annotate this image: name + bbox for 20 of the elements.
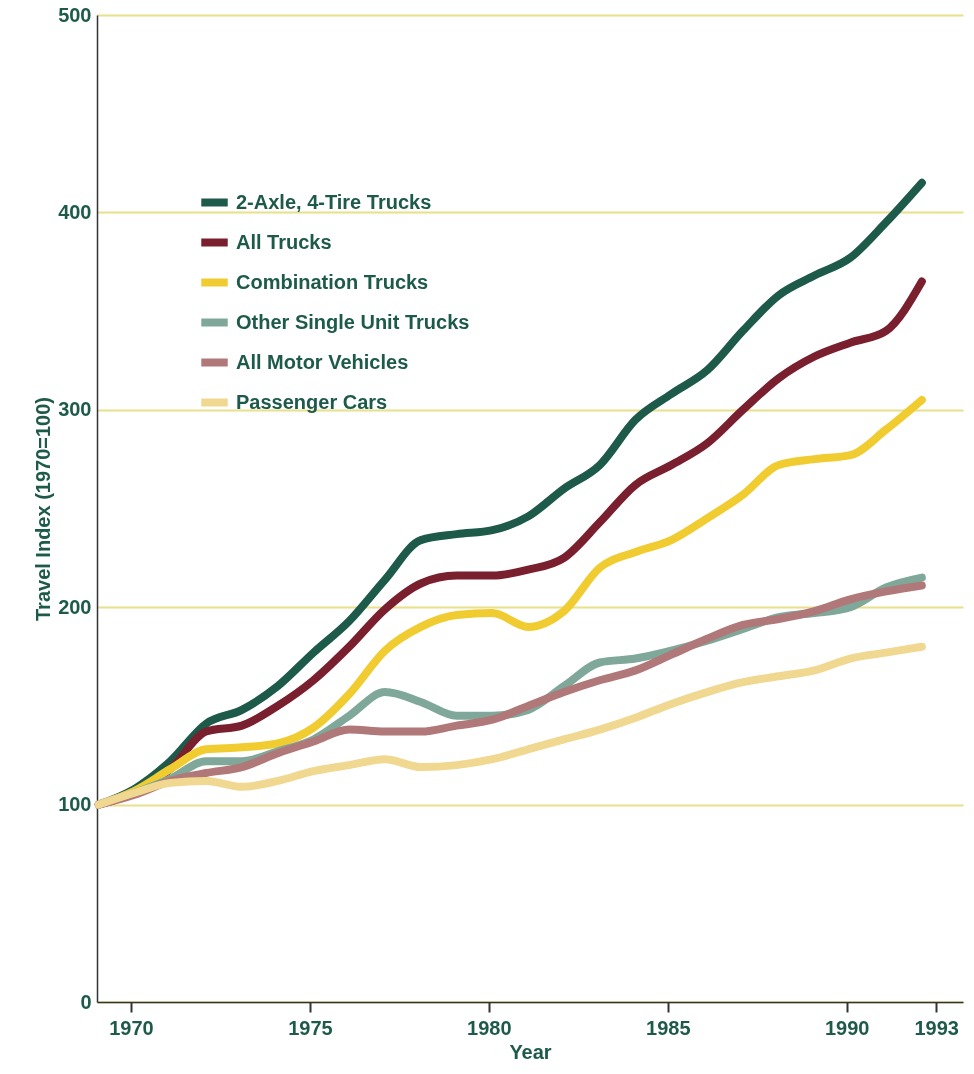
legend-label: Passenger Cars [236, 390, 388, 413]
x-tick-label: 1970 [109, 1016, 154, 1039]
legend-label: 2-Axle, 4-Tire Trucks [236, 190, 432, 213]
y-tick-label: 100 [58, 793, 92, 816]
x-axis-title: Year [509, 1040, 552, 1063]
y-tick-label: 400 [58, 200, 92, 223]
x-tick-label: 1985 [646, 1016, 691, 1039]
legend-label: Other Single Unit Trucks [236, 310, 470, 333]
y-tick-label: 300 [58, 398, 92, 421]
x-tick-label: 1980 [467, 1016, 512, 1039]
legend-label: All Motor Vehicles [236, 350, 409, 373]
y-axis-title: Travel Index (1970=100) [32, 396, 55, 622]
x-tick-label: 1993 [914, 1016, 959, 1039]
y-tick-label: 200 [58, 595, 92, 618]
y-tick-label: 500 [58, 3, 92, 26]
legend-label: All Trucks [236, 230, 332, 253]
x-tick-label: 1975 [288, 1016, 333, 1039]
y-tick-label: 0 [80, 990, 92, 1013]
legend-label: Combination Trucks [236, 270, 429, 293]
x-tick-label: 1990 [824, 1016, 870, 1039]
